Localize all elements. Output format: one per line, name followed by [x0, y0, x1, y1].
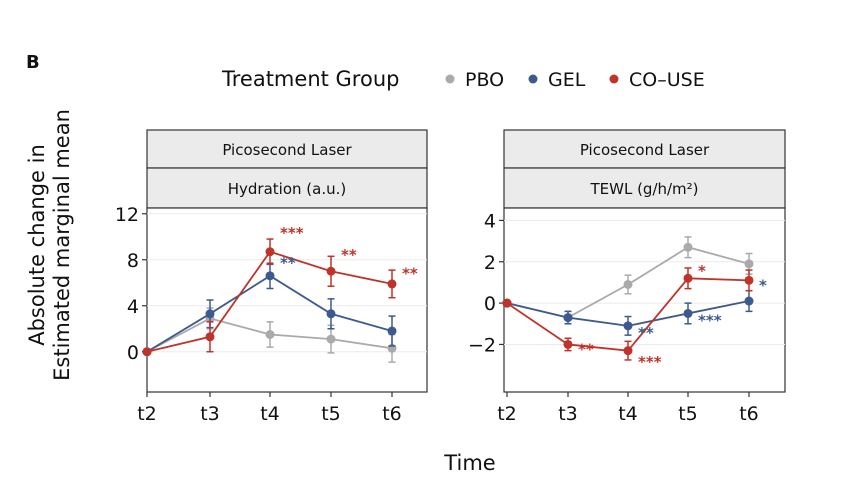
data-point	[744, 296, 754, 306]
x-tick-label: t3	[200, 403, 220, 425]
facet-strip-top	[146, 129, 428, 169]
series-co-use	[142, 238, 397, 357]
x-tick-label: t6	[382, 403, 402, 425]
legend-label-gel: GEL	[548, 69, 586, 91]
facet-strip-bottom-label: TEWL (g/h/m²)	[589, 180, 698, 198]
plot-area	[503, 207, 786, 393]
data-point	[205, 332, 215, 342]
data-point	[265, 330, 275, 339]
significance-label: *	[698, 262, 706, 280]
significance-label: **	[638, 324, 654, 342]
significance-label: ***	[280, 224, 304, 242]
y-axis-title-line1: Absolute change in	[25, 144, 49, 346]
x-tick-label: t4	[260, 403, 280, 425]
data-point	[387, 326, 397, 336]
data-point	[326, 334, 336, 344]
legend-marker-pbo	[445, 74, 455, 84]
panels: Picosecond Laser Hydration (a.u.) 0 4 8 12 t2 t…	[115, 129, 786, 425]
data-point	[623, 321, 633, 331]
significance-label: **	[402, 264, 418, 282]
data-point	[265, 271, 275, 281]
facet-strip-bottom	[503, 167, 786, 209]
significance-label: *	[759, 276, 767, 294]
y-tick-label: 4	[484, 210, 496, 232]
data-point	[387, 279, 397, 289]
data-point	[623, 346, 633, 356]
facet-strip-top-label: Picosecond Laser	[222, 141, 352, 159]
y-tick-label: 4	[127, 296, 139, 318]
data-point	[326, 309, 336, 319]
x-axis-title: Time	[443, 451, 495, 475]
y-tick-label: 12	[115, 204, 139, 226]
legend-title: Treatment Group	[221, 67, 399, 91]
panel-1: Picosecond Laser Hydration (a.u.) 0 4 8 12 t2 t…	[115, 129, 428, 425]
y-tick-label: 0	[484, 293, 496, 315]
x-tick-label: t2	[137, 403, 157, 425]
data-point	[683, 273, 693, 283]
y-tick-label: 2	[484, 252, 496, 274]
legend-marker-co-use	[609, 74, 619, 84]
data-point	[265, 247, 275, 257]
data-point	[502, 298, 512, 308]
series-co-use	[502, 267, 754, 361]
legend-label-co-use: CO–USE	[629, 69, 705, 91]
facet-strip-top-label: Picosecond Laser	[580, 141, 710, 159]
significance-label: **	[578, 341, 594, 359]
significance-label: ***	[638, 353, 662, 371]
x-tick-label: t5	[678, 403, 698, 425]
significance-label: ***	[698, 312, 722, 330]
x-tick-label: t3	[558, 403, 578, 425]
data-point	[563, 313, 573, 323]
legend: PBO GEL CO–USE	[445, 69, 705, 91]
data-point	[623, 279, 633, 289]
data-point	[744, 259, 754, 269]
data-point	[326, 266, 336, 276]
data-point	[205, 309, 215, 319]
plot-area	[146, 207, 428, 393]
data-point	[744, 275, 754, 285]
significance-label: **	[280, 254, 296, 272]
y-tick-label: 8	[127, 250, 139, 272]
data-point	[683, 242, 693, 252]
legend-marker-gel	[528, 74, 538, 84]
x-tick-label: t2	[497, 403, 517, 425]
panel-2: Picosecond Laser TEWL (g/h/m²) −2 0 2 4 t2 t3 t4…	[468, 129, 786, 425]
facet-strip-bottom-label: Hydration (a.u.)	[228, 180, 346, 198]
y-tick-label: −2	[468, 334, 496, 356]
facet-strip-bottom	[146, 167, 428, 209]
legend-label-pbo: PBO	[465, 69, 504, 91]
data-point	[563, 339, 573, 349]
y-axis-title-line2: Estimated marginal mean	[50, 109, 74, 381]
data-point	[142, 347, 152, 357]
x-tick-label: t4	[618, 403, 638, 425]
x-tick-label: t6	[739, 403, 759, 425]
facet-strip-top	[503, 129, 786, 169]
significance-label: **	[341, 246, 357, 264]
data-point	[683, 308, 693, 318]
x-tick-label: t5	[321, 403, 341, 425]
y-tick-label: 0	[127, 342, 139, 364]
panel-label: B	[26, 52, 40, 73]
